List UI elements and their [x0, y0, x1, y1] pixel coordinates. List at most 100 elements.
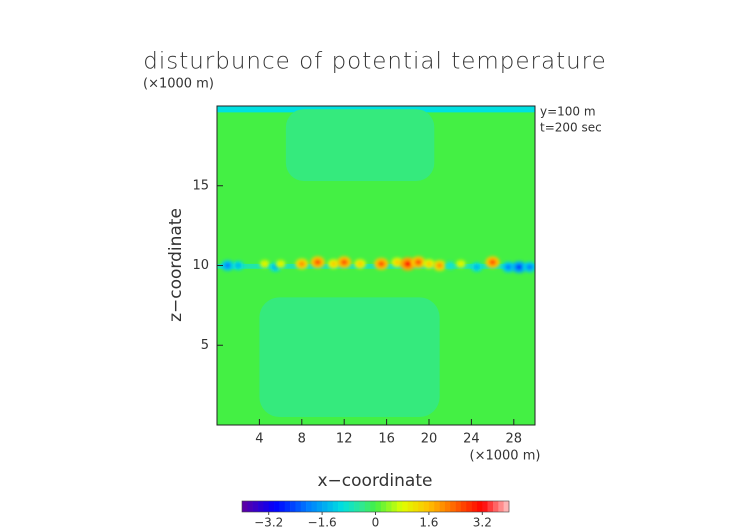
anomaly-core	[298, 261, 306, 267]
anomaly-group	[275, 259, 286, 269]
x-label: x−coordinate	[318, 471, 433, 491]
anomaly-group	[221, 260, 235, 271]
anomaly-core	[473, 264, 480, 270]
anomaly-core	[357, 261, 363, 267]
y-unit: (×1000 m)	[143, 77, 214, 92]
anomaly-core	[458, 261, 464, 267]
colorbar-cell	[455, 501, 462, 512]
colorbar-cell	[460, 501, 467, 512]
colorbar-cell	[306, 501, 312, 512]
colorbar-cell	[402, 501, 408, 512]
colorbar-cell	[434, 501, 440, 512]
colorbar-cell	[268, 501, 275, 512]
x-tick-label: 12	[336, 432, 353, 447]
colorbar-cell	[380, 501, 387, 512]
colorbar-cell	[354, 501, 360, 512]
colorbar-cell	[498, 501, 504, 512]
anomaly-group	[502, 261, 515, 273]
x-tick-label: 8	[298, 432, 306, 447]
colorbar-cell	[423, 501, 430, 512]
chart-title: disturbunce of potential temperature	[143, 49, 607, 75]
x-tick-label: 20	[421, 432, 438, 447]
x-tick-label: 4	[255, 432, 263, 447]
colorbar-cell	[263, 501, 269, 512]
colorbar-cell	[252, 501, 259, 512]
colorbar-tick-label: −3.2	[254, 516, 283, 530]
colorbar-cell	[359, 501, 366, 512]
anomaly-core	[330, 261, 337, 267]
region	[259, 297, 440, 418]
anomaly-group	[523, 261, 535, 273]
anomaly-core	[314, 259, 322, 266]
anomaly-group	[259, 259, 270, 269]
colorbar-cell	[316, 501, 323, 512]
colorbar-cell	[471, 501, 478, 512]
colorbar-cell	[300, 501, 307, 512]
colorbar-cell	[386, 501, 392, 512]
anomaly-core	[426, 261, 432, 267]
anomaly-core	[394, 259, 401, 265]
x-tick-label: 16	[378, 432, 395, 447]
y-tick-label: 15	[192, 178, 209, 193]
colorbar-cell	[492, 501, 499, 512]
colorbar-cell	[327, 501, 334, 512]
colorbar-cell	[412, 501, 419, 512]
x-tick-label: 24	[463, 432, 480, 447]
anomaly-group	[485, 256, 500, 269]
anomaly-group	[470, 262, 483, 272]
colorbar-cell	[391, 501, 398, 512]
anomaly-core	[436, 262, 443, 269]
anomaly-core	[340, 259, 348, 266]
colorbar-cell	[428, 501, 435, 512]
colorbar-cell	[258, 501, 264, 512]
anomaly-group	[455, 259, 466, 269]
anomaly-group	[511, 261, 527, 274]
anomaly-core	[262, 261, 268, 267]
anomaly-group	[411, 256, 426, 269]
colorbar-cell	[343, 501, 350, 512]
colorbar-tick-label: 1.6	[419, 516, 438, 530]
colorbar-cell	[279, 501, 286, 512]
anomaly-group	[433, 260, 447, 271]
anomaly-core	[224, 262, 231, 269]
anomaly-core	[278, 261, 284, 267]
y-tick-label: 10	[192, 258, 209, 273]
colorbar-cell	[364, 501, 371, 512]
colorbar-cell	[450, 501, 456, 512]
colorbar-cell	[439, 501, 446, 512]
colorbar-cell	[247, 501, 253, 512]
anomaly-group	[337, 256, 352, 269]
anomaly-core	[447, 263, 453, 268]
colorbar-cell	[274, 501, 280, 512]
colorbar-cell	[418, 501, 424, 512]
x-tick-label: 28	[506, 432, 523, 447]
anomaly-group	[310, 256, 325, 269]
colorbar-tick-label: 3.2	[473, 516, 492, 530]
colorbar-cell	[311, 501, 318, 512]
anomaly-group	[374, 257, 389, 270]
anomaly-core	[505, 264, 512, 270]
colorbar-cell	[466, 501, 472, 512]
anomaly-group	[354, 259, 366, 269]
anomaly-group	[445, 261, 456, 270]
colorbar-cell	[487, 501, 494, 512]
colorbar-cell	[348, 501, 355, 512]
anomaly-core	[377, 260, 385, 267]
colorbar-cell	[295, 501, 302, 512]
colorbar-cell	[476, 501, 483, 512]
anomaly-group	[327, 259, 340, 269]
anomaly-group	[295, 258, 309, 270]
colorbar-cell	[482, 501, 488, 512]
anomaly-core	[403, 260, 412, 268]
annotation: t=200 sec	[540, 121, 602, 135]
colorbar-cell	[338, 501, 344, 512]
colorbar-cell	[444, 501, 451, 512]
colorbar-cell	[332, 501, 339, 512]
anomaly-core	[515, 264, 523, 271]
colorbar-cell	[407, 501, 414, 512]
colorbar-cell	[503, 501, 510, 512]
anomaly-group	[232, 260, 244, 271]
x-unit: (×1000 m)	[470, 449, 541, 464]
colorbar-cell	[284, 501, 291, 512]
